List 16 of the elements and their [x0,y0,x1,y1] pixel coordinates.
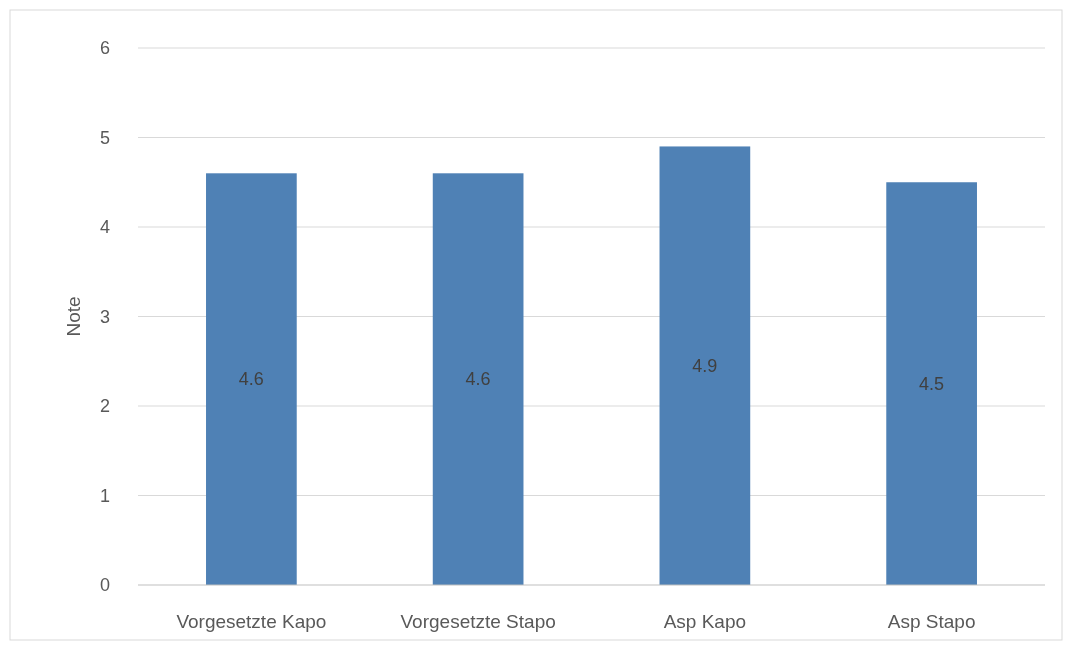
y-tick-label: 5 [99,127,111,148]
y-tick-label: 3 [99,306,111,327]
y-tick-label: 1 [99,485,111,506]
data-label: 4.6 [238,369,264,390]
x-tick-label: Vorgesetzte Stapo [400,611,556,632]
y-tick-label: 6 [99,38,111,58]
x-tick-label: Asp Kapo [663,611,747,632]
y-axis-title: Note [63,296,84,337]
y-tick-label: 0 [99,575,111,595]
data-label: 4.6 [465,369,491,390]
x-tick-label: Vorgesetzte Kapo [176,611,327,632]
x-tick-label: Asp Stapo [887,611,976,632]
data-label: 4.9 [692,355,718,376]
data-label: 4.5 [919,373,945,394]
y-tick-label: 2 [99,396,111,416]
y-tick-label: 4 [99,217,111,237]
